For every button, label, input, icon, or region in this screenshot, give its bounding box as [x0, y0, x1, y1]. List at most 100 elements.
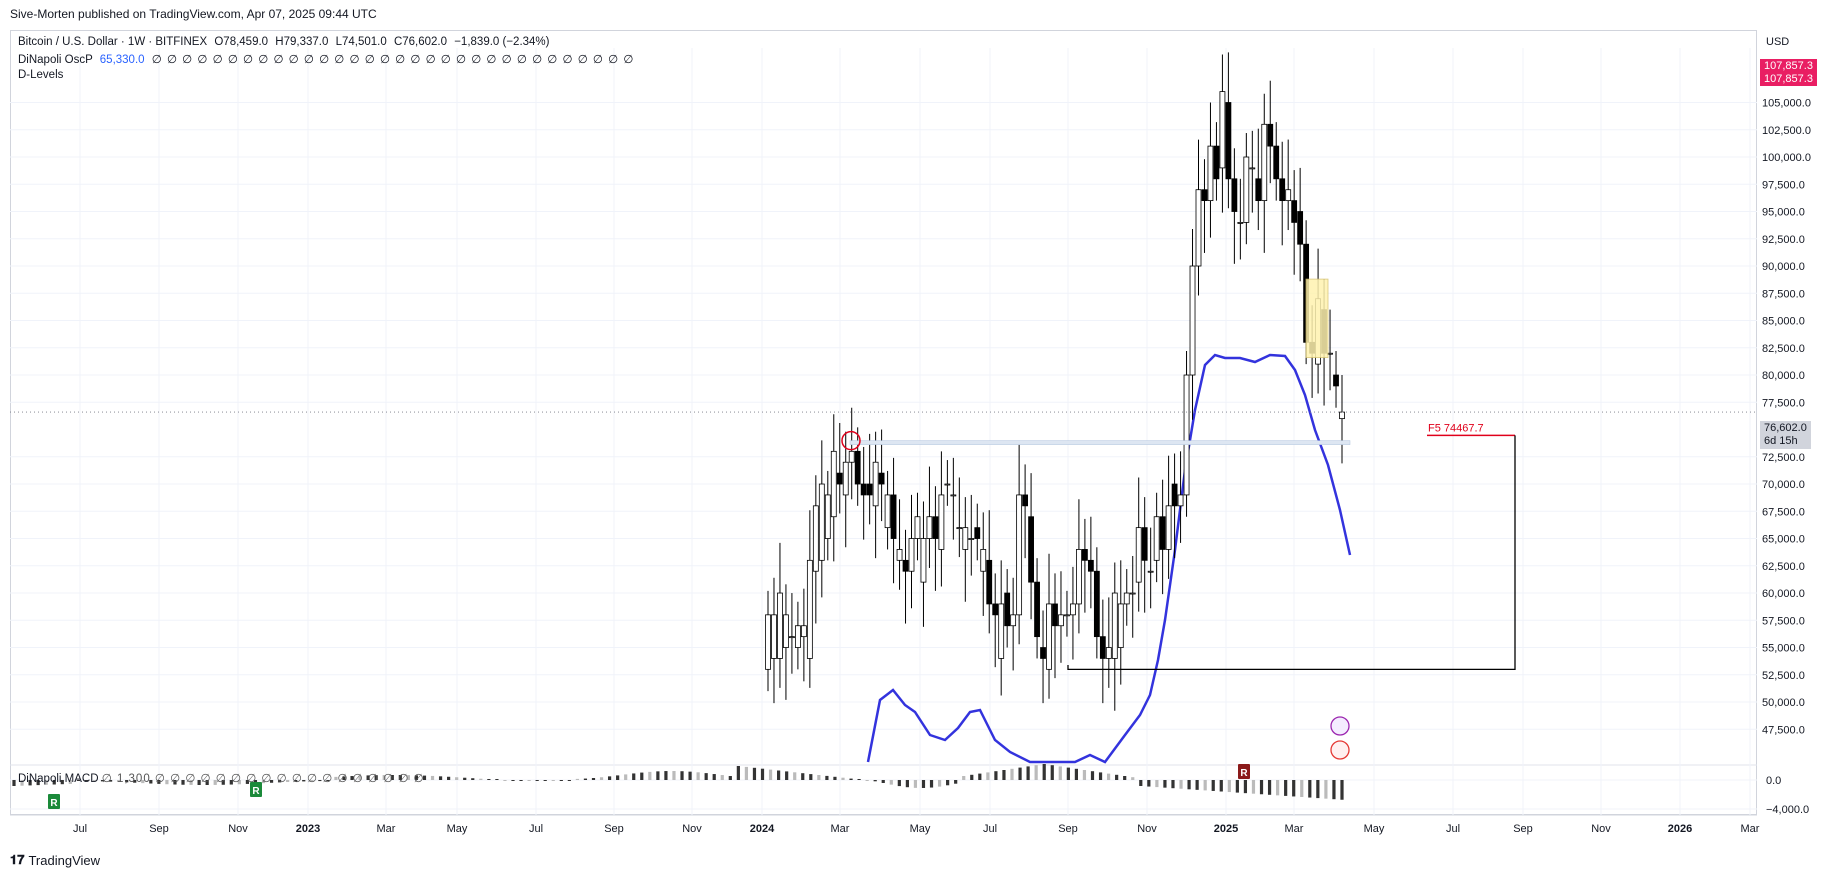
macd-bar	[1123, 776, 1127, 780]
macd-bar	[551, 780, 555, 781]
macd-bar	[245, 780, 250, 784]
osc-name: DiNapoli OscP	[18, 54, 93, 66]
macd-bar	[60, 780, 64, 785]
candle-body	[986, 559, 993, 605]
macd-bar	[1034, 765, 1038, 780]
macd-bar	[913, 780, 918, 788]
candle-body	[938, 494, 945, 550]
current-price-tag: 76,602.0 6d 15h	[1760, 421, 1811, 449]
chart-grid	[10, 48, 1757, 816]
macd-bar	[567, 780, 571, 781]
macd-bar	[52, 780, 56, 785]
flag-icon	[1330, 740, 1350, 760]
candle-body	[1159, 516, 1166, 550]
signal-badge-label: R	[252, 786, 260, 797]
top-price-tag: 107,857.3	[1760, 59, 1817, 73]
macd-bar	[1211, 780, 1215, 791]
macd-bar	[382, 775, 386, 780]
macd-bar	[793, 772, 797, 780]
macd-bar	[511, 780, 515, 781]
candle-body	[1010, 614, 1017, 627]
price-tick-label: 87,500.0	[1762, 288, 1805, 300]
osc-value: 65,330.0	[99, 54, 145, 66]
macd-tick-label: 0.0	[1766, 775, 1781, 787]
candle-body	[1105, 647, 1112, 659]
macd-bar	[1195, 780, 1199, 790]
time-tick-label: May	[447, 823, 468, 835]
macd-bar	[237, 780, 241, 785]
candle-body	[1016, 494, 1023, 616]
time-tick-label: 2026	[1668, 823, 1692, 835]
candle-series	[765, 52, 1345, 711]
price-tick-label: 97,500.0	[1762, 179, 1805, 191]
macd-bar	[181, 780, 185, 785]
legend-close: C76,602.0	[393, 36, 448, 48]
signal-badge	[48, 794, 60, 809]
candle-body	[1004, 592, 1011, 627]
candle-body	[992, 603, 999, 616]
time-tick-label: Nov	[1137, 823, 1157, 835]
price-tick-label: 102,500.0	[1762, 125, 1811, 137]
macd-bar	[447, 776, 451, 780]
price-tick-label: 82,500.0	[1762, 343, 1805, 355]
macd-bar	[696, 772, 700, 780]
macd-bar	[294, 780, 298, 782]
macd-bar	[632, 773, 636, 780]
tradingview-logo[interactable]: 𝟏𝟕 TradingView	[10, 852, 100, 868]
macd-bar	[165, 780, 169, 785]
macd-bar	[1147, 780, 1151, 787]
candle-body	[968, 538, 975, 540]
macd-bar	[1098, 772, 1103, 780]
candle-body	[866, 483, 873, 496]
candle-body	[1076, 549, 1082, 605]
candle-body	[1165, 505, 1172, 550]
signal-badge-label: R	[50, 798, 58, 809]
candle-body	[1177, 494, 1184, 507]
macd-bar	[350, 776, 354, 780]
macd-bar	[1066, 767, 1070, 780]
macd-bar	[455, 777, 459, 780]
candle-body	[1099, 636, 1106, 659]
macd-bar	[688, 771, 692, 780]
macd-bar	[229, 780, 233, 785]
candle-body	[1213, 145, 1220, 180]
macd-bar	[760, 768, 765, 780]
macd-bar	[785, 771, 789, 780]
candle-body	[1040, 647, 1046, 659]
macd-bar	[76, 780, 80, 782]
macd-bar	[905, 780, 909, 788]
legend-open: O78,459.0	[214, 36, 269, 48]
price-tick-label: 85,000.0	[1762, 316, 1805, 328]
macd-bar	[1131, 777, 1135, 780]
macd-bar	[849, 778, 853, 780]
currency-label[interactable]: USD	[1766, 36, 1790, 48]
macd-bar	[422, 775, 427, 780]
price-tick-label: 57,500.0	[1762, 615, 1805, 627]
oscillator-line	[866, 353, 1352, 764]
candle-body	[896, 549, 903, 561]
osc-trace	[866, 353, 1352, 764]
macd-bar	[125, 780, 129, 783]
macd-name: DiNapoli MACD	[18, 773, 99, 785]
time-tick-label: 2023	[296, 823, 320, 835]
macd-bar	[527, 780, 531, 781]
macd-bar	[1340, 780, 1344, 800]
candle-body	[1028, 516, 1034, 583]
macd-bar	[1090, 771, 1095, 780]
macd-bar	[28, 780, 32, 786]
candle-body	[806, 559, 813, 659]
macd-bar	[84, 780, 89, 782]
candle-body	[1087, 559, 1094, 572]
price-tick-label: 65,000.0	[1762, 534, 1805, 546]
time-tick-label: Nov	[1591, 823, 1611, 835]
candle-body	[1279, 178, 1286, 202]
axes: 105,000.0 102,500.0 100,000.0 97,500.0 95,00…	[73, 98, 1811, 835]
macd-bar	[986, 772, 990, 780]
candle-body	[1093, 570, 1100, 638]
macd-values: ∅ 1,300 ∅ ∅ ∅ ∅ ∅ ∅ ∅ ∅ ∅ ∅ ∅ ∅ ∅ ∅ ∅ ∅ …	[101, 773, 425, 785]
macd-bar	[575, 778, 579, 780]
resistance-zone	[849, 440, 1351, 445]
macd-bar	[712, 774, 716, 780]
candle-body	[1195, 189, 1202, 267]
